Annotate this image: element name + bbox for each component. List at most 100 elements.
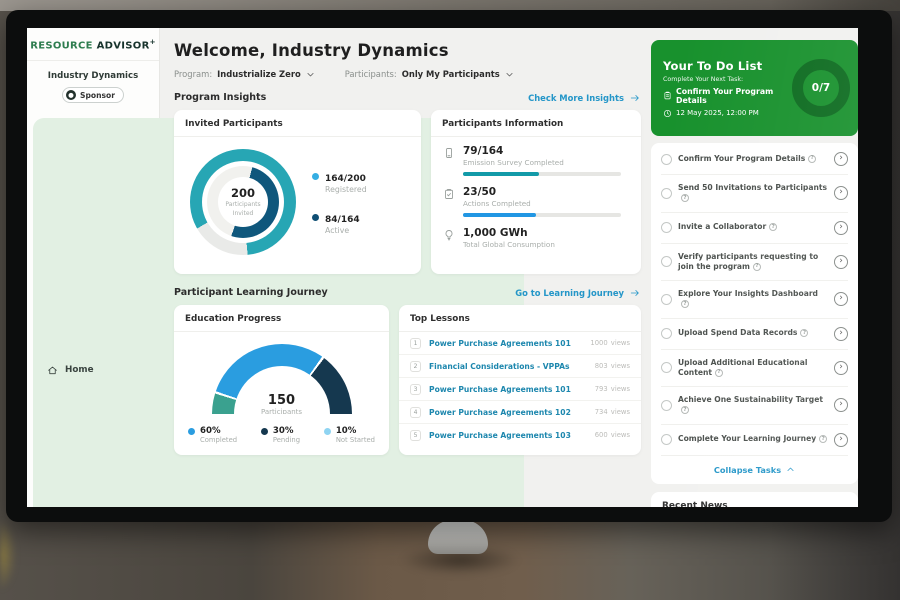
stats-list: 79/164 Emission Survey Completed 23/50 [431,137,641,251]
chevron-right-icon[interactable]: › [834,221,848,235]
todo-due-date: 12 May 2025, 12:00 PM [676,109,759,117]
bulb-icon [443,229,455,241]
lesson-row[interactable]: 5 Power Purchase Agreements 103 600 view… [399,424,641,446]
help-icon[interactable]: ? [681,194,689,202]
go-to-learning-journey-link[interactable]: Go to Learning Journey [515,288,641,298]
task-row[interactable]: Upload Additional Educational Content? › [661,350,848,388]
help-icon[interactable]: ? [769,223,777,231]
chevron-right-icon[interactable]: › [834,186,848,200]
lesson-row[interactable]: 2 Financial Considerations - VPPAs 803 v… [399,355,641,378]
task-row[interactable]: Explore Your Insights Dashboard? › [661,281,848,319]
donut-legend: 164/200 Registered 84/164 Active [312,169,367,235]
logo-plus: + [150,38,156,46]
donut-center-label: Participants Invited [221,200,265,218]
task-label: Verify participants requesting to join t… [678,252,818,271]
sponsor-badge[interactable]: ● Sponsor [62,87,124,103]
chevron-right-icon[interactable]: › [834,327,848,341]
task-checkbox[interactable] [661,400,672,411]
page-title: Welcome, Industry Dynamics [174,41,641,60]
progress-bar [463,172,621,176]
task-label: Upload Additional Educational Content [678,358,807,377]
task-label: Complete Your Learning Journey [678,434,816,443]
sidebar: RESOURCE ADVISOR+ Industry Dynamics ● Sp… [27,28,160,507]
task-checkbox[interactable] [661,188,672,199]
lesson-link[interactable]: Power Purchase Agreements 102 [429,408,587,417]
lesson-link[interactable]: Power Purchase Agreements 103 [429,431,587,440]
lessons-list: 1 Power Purchase Agreements 101 1000 vie… [399,332,641,446]
task-checkbox[interactable] [661,154,672,165]
task-checkbox[interactable] [661,222,672,233]
help-icon[interactable]: ? [681,406,689,414]
logo-secondary: ADVISOR [97,40,150,51]
help-icon[interactable]: ? [800,329,808,337]
lesson-rank: 3 [410,384,421,395]
clock-icon [663,109,672,118]
stat-value: 23/50 [463,186,621,198]
task-row[interactable]: Complete Your Learning Journey? › [661,425,848,456]
lesson-rank: 4 [410,407,421,418]
task-checkbox[interactable] [661,434,672,445]
lesson-rank: 5 [410,430,421,441]
participants-filter-dropdown[interactable]: Participants: Only My Participants [345,69,514,79]
lesson-row[interactable]: 4 Power Purchase Agreements 102 734 view… [399,401,641,424]
chevron-right-icon[interactable]: › [834,152,848,166]
recent-news-title: Recent News [662,501,847,508]
lesson-row[interactable]: 3 Power Purchase Agreements 101 793 view… [399,378,641,401]
legend-item: 60% Completed [188,426,237,444]
legend-dot [312,214,319,221]
gauge-center-value: 150 [212,393,352,408]
lesson-row[interactable]: 1 Power Purchase Agreements 101 1000 vie… [399,332,641,355]
task-checkbox[interactable] [661,294,672,305]
chevron-right-icon[interactable]: › [834,433,848,447]
legend-item: 10% Not Started [324,426,375,444]
legend-item: 30% Pending [261,426,300,444]
program-filter-value: Industrialize Zero [217,69,301,79]
task-row[interactable]: Verify participants requesting to join t… [661,244,848,282]
help-icon[interactable]: ? [715,369,723,377]
actions-icon [443,188,455,200]
home-icon [47,365,58,376]
lesson-link[interactable]: Power Purchase Agreements 101 [429,339,582,348]
task-row[interactable]: Upload Spend Data Records? › [661,319,848,350]
dashboard-screen: RESOURCE ADVISOR+ Industry Dynamics ● Sp… [27,28,858,507]
stat-row: 79/164 Emission Survey Completed [431,137,641,178]
task-row[interactable]: Achieve One Sustainability Target? › [661,387,848,425]
card-title: Top Lessons [399,305,641,332]
chevron-right-icon[interactable]: › [834,361,848,375]
legend-item: 84/164 Active [312,210,367,235]
task-row[interactable]: Invite a Collaborator? › [661,213,848,244]
check-more-insights-link[interactable]: Check More Insights [528,93,641,103]
task-checkbox[interactable] [661,362,672,373]
lesson-link[interactable]: Financial Considerations - VPPAs [429,362,587,371]
task-checkbox[interactable] [661,328,672,339]
invited-participants-card: Invited Participants 200 Participants In… [174,110,421,274]
task-checkbox[interactable] [661,256,672,267]
survey-icon [443,147,455,159]
background-plant [0,520,16,590]
arrow-right-icon [629,93,641,103]
collapse-tasks-link[interactable]: Collapse Tasks [661,456,848,483]
help-icon[interactable]: ? [819,435,827,443]
chevron-down-icon [306,70,315,79]
chevron-right-icon[interactable]: › [834,292,848,306]
filters-row: Program: Industrialize Zero Participants… [174,69,641,79]
chevron-right-icon[interactable]: › [834,398,848,412]
task-row[interactable]: Send 50 Invitations to Participants? › [661,175,848,213]
sidebar-nav: Home Insights Education Learning [27,115,159,507]
help-icon[interactable]: ? [753,263,761,271]
stat-label: Emission Survey Completed [463,158,621,167]
help-icon[interactable]: ? [808,155,816,163]
donut-center-value: 200 [231,186,255,200]
legend-dot [188,428,195,435]
education-progress-card: Education Progress 150 Participants [174,305,389,455]
chevron-right-icon[interactable]: › [834,255,848,269]
recent-news-card: Recent News [651,492,858,508]
lesson-link[interactable]: Power Purchase Agreements 101 [429,385,587,394]
help-icon[interactable]: ? [681,300,689,308]
program-filter-dropdown[interactable]: Program: Industrialize Zero [174,69,315,79]
app-logo: RESOURCE ADVISOR+ [27,38,159,61]
education-progress-gauge-chart: 150 Participants [212,344,352,414]
arrow-right-icon [629,288,641,298]
task-label: Send 50 Invitations to Participants [678,183,827,192]
task-row[interactable]: Confirm Your Program Details? › [661,144,848,175]
